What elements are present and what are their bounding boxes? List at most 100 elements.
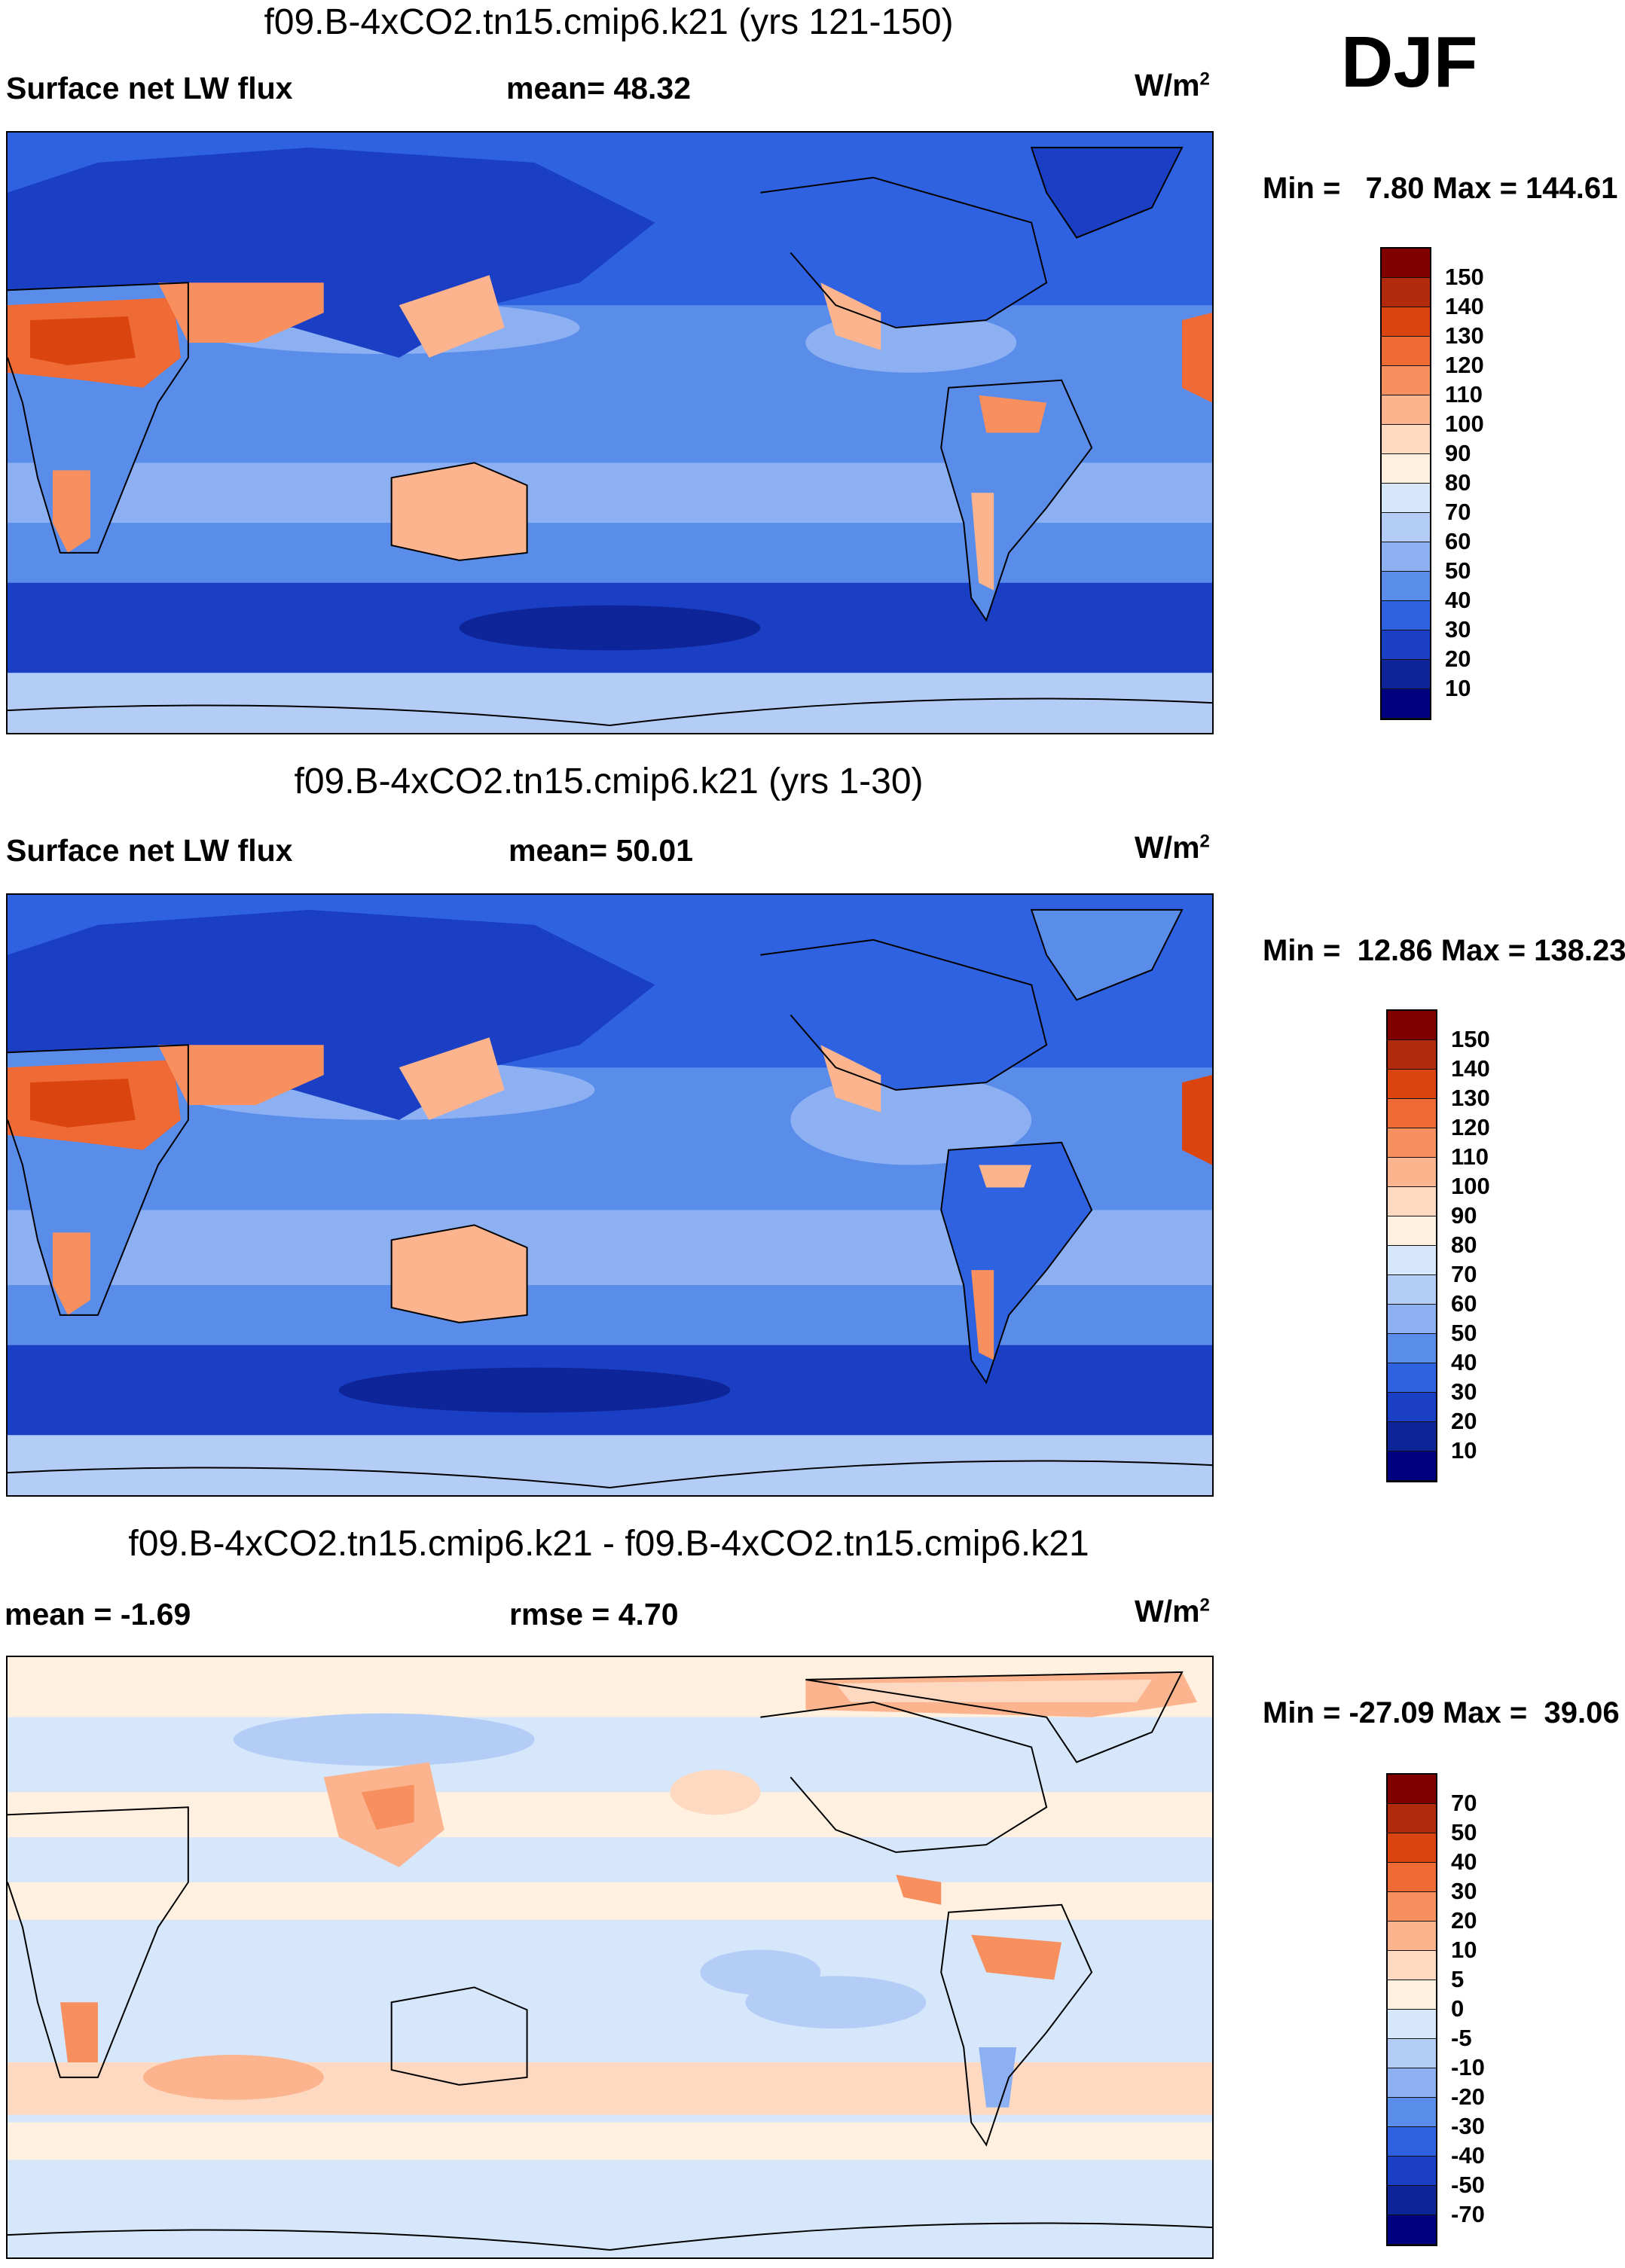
colorbar-tick-label: -40 [1451,2142,1485,2169]
colorbar-swatch [1382,630,1430,660]
panel-3-rmse-label: rmse = 4.70 [509,1597,679,1632]
colorbar-tick-label: 130 [1445,322,1484,349]
colorbar-swatch [1382,425,1430,454]
colorbar-swatch [1388,2127,1436,2157]
colorbar-tick-label: 60 [1445,528,1471,554]
colorbar-tick-label: 50 [1451,1819,1477,1845]
colorbar-tick-label: 30 [1445,616,1471,643]
panel-1-minmax: Min = 7.80 Max = 144.61 [1263,172,1618,205]
colorbar-swatch [1382,660,1430,689]
colorbar-tick-label: 0 [1451,1995,1465,2022]
colorbar-tick-label: 40 [1451,1349,1477,1375]
panel-3-title: f09.B-4xCO2.tn15.cmip6.k21 - f09.B-4xCO2… [128,1524,1089,1564]
colorbar-swatch [1382,278,1430,307]
panel-3-map [6,1656,1214,2259]
panel-2-contour-map [8,895,1212,1495]
colorbar-swatch [1382,454,1430,484]
colorbar-swatch [1388,1951,1436,1980]
colorbar-tick-label: -10 [1451,2054,1485,2080]
colorbar-tick-label: 140 [1451,1055,1490,1082]
panel-3-units: W/m2 [1135,1594,1210,1629]
colorbar-swatch [1388,1128,1436,1158]
colorbar-swatch [1382,249,1430,278]
colorbar-swatch [1382,542,1430,572]
panel-1-mean-label: mean= 48.32 [506,71,692,105]
colorbar-tick-label: -20 [1451,2083,1485,2110]
panel-1-units: W/m2 [1135,68,1210,102]
colorbar-tick-label: 150 [1451,1026,1490,1052]
colorbar-swatch [1388,1804,1436,1833]
colorbar-swatch [1388,1863,1436,1892]
colorbar-tick-label: 100 [1451,1173,1490,1199]
colorbar-swatch [1388,2186,1436,2215]
colorbar-swatch [1388,2068,1436,2098]
colorbar-tick-label: 70 [1451,1261,1477,1287]
panel-1-map [6,131,1214,734]
colorbar-tick-label: 70 [1445,499,1471,525]
colorbar-tick-label: 50 [1445,557,1471,584]
colorbar-tick-label: 10 [1451,1437,1477,1464]
colorbar-swatch [1388,1775,1436,1804]
colorbar-tick-label: 140 [1445,293,1484,319]
colorbar-tick-label: 60 [1451,1290,1477,1317]
colorbar-swatch [1388,1422,1436,1451]
colorbar-swatch [1388,1158,1436,1187]
colorbar-tick-label: -50 [1451,2172,1485,2198]
colorbar-tick-label: 10 [1451,1937,1477,1963]
panel-3-minmax: Min = -27.09 Max = 39.06 [1263,1696,1620,1729]
colorbar-swatch [1388,1892,1436,1922]
colorbar-tick-label: 120 [1445,352,1484,378]
panel-2-units: W/m2 [1135,830,1210,865]
colorbar-swatch [1388,1980,1436,2010]
colorbar-tick-label: 40 [1451,1848,1477,1875]
colorbar-tick-label: 30 [1451,1878,1477,1904]
colorbar-swatch [1388,1246,1436,1275]
colorbar-swatch [1388,1275,1436,1305]
colorbar-swatch [1382,337,1430,366]
colorbar-tick-label: 10 [1445,675,1471,701]
colorbar-swatch [1382,513,1430,542]
colorbar-tick-label: 20 [1445,646,1471,672]
colorbar-tick-label: 90 [1445,440,1471,466]
colorbar-swatch [1388,1922,1436,1951]
colorbar-swatch [1388,1216,1436,1246]
colorbar-tick-label: 80 [1445,469,1471,496]
colorbar-swatch [1388,2215,1436,2245]
panel-2-variable-label: Surface net LW flux [6,833,293,868]
colorbar-tick-label: 100 [1445,411,1484,437]
panel-2-map [6,893,1214,1497]
colorbar-swatch [1382,307,1430,337]
colorbar-swatch [1382,484,1430,513]
season-label: DJF [1341,22,1478,102]
colorbar-swatch [1388,1451,1436,1481]
colorbar-swatch [1388,2039,1436,2068]
panel-3-mean-label: mean = -1.69 [5,1597,191,1632]
colorbar-swatch [1388,2098,1436,2127]
colorbar-tick-label: -30 [1451,2113,1485,2139]
colorbar-swatch [1388,1011,1436,1040]
colorbar-swatch [1388,1334,1436,1363]
colorbar-tick-label: -70 [1451,2201,1485,2227]
colorbar-tick-label: 30 [1451,1378,1477,1405]
colorbar-tick-label: 120 [1451,1114,1490,1140]
colorbar-swatch [1382,689,1430,719]
panel-2-minmax: Min = 12.86 Max = 138.23 [1263,934,1625,967]
colorbar-swatch [1388,1040,1436,1070]
panel-3-colorbar [1386,1773,1437,2246]
colorbar-tick-label: 80 [1451,1232,1477,1258]
colorbar-swatch [1388,1187,1436,1216]
colorbar-swatch [1388,1099,1436,1128]
colorbar-swatch [1388,1363,1436,1393]
colorbar-swatch [1382,395,1430,425]
panel-1-contour-map [8,133,1212,733]
panel-1-variable-label: Surface net LW flux [6,71,293,105]
colorbar-swatch [1388,1305,1436,1334]
colorbar-tick-label: 110 [1451,1143,1489,1170]
colorbar-swatch [1382,572,1430,601]
colorbar-tick-label: -5 [1451,2025,1472,2051]
colorbar-tick-label: 70 [1451,1790,1477,1816]
colorbar-swatch [1388,1070,1436,1099]
panel-2-title: f09.B-4xCO2.tn15.cmip6.k21 (yrs 1-30) [294,762,924,801]
colorbar-tick-label: 5 [1451,1966,1465,1992]
colorbar-swatch [1388,2010,1436,2039]
